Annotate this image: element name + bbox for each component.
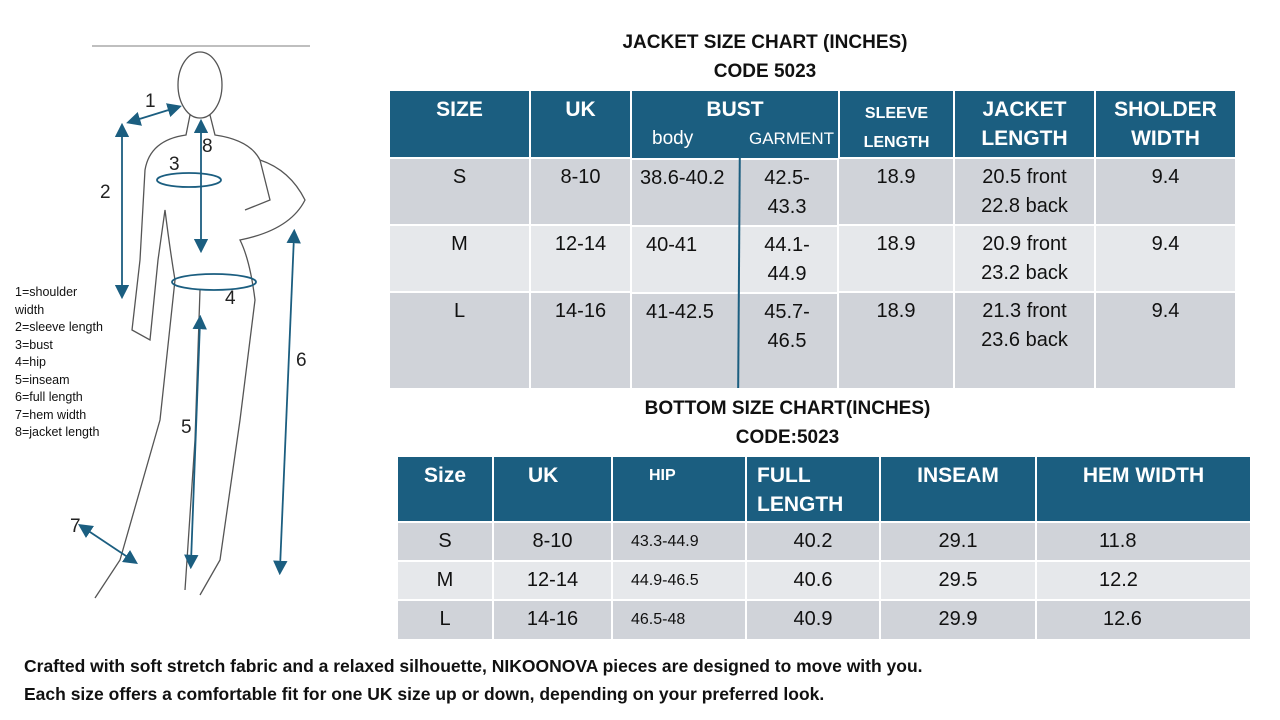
cell-bust: 38.6-40.2 42.5- 43.3 [632, 158, 839, 225]
cell-shoulder: 9.4 [1095, 157, 1237, 225]
jacket-title-text: JACKET SIZE CHART (INCHES) [622, 32, 908, 53]
header-uk: UK [530, 91, 632, 158]
table-row: L 14-16 41-42.5 45.7- 46.5 18.9 21.3 fron… [390, 291, 1237, 388]
bust-label: BUST [706, 98, 764, 121]
footer-note: Crafted with soft stretch fabric and a r… [24, 652, 923, 708]
bottom-title-text: BOTTOM SIZE CHART(INCHES) [644, 398, 931, 419]
length-back: 23.2 back [981, 262, 1068, 284]
cell-bust-body: 40-41 [646, 234, 698, 256]
table-row: S 8-10 43.3-44.9 40.2 29.1 11.8 [398, 521, 1252, 561]
jacket-title: JACKET SIZE CHART (INCHES) CODE 5023 [560, 28, 970, 86]
figure-label: 4 [225, 288, 236, 309]
cell-uk: 14-16 [530, 291, 632, 388]
length-back: 23.6 back [981, 329, 1068, 351]
cell-bust-body: 41-42.5 [646, 301, 714, 323]
cell-inseam: 29.1 [880, 521, 1037, 561]
cell-bust: 41-42.5 45.7- 46.5 [632, 292, 839, 388]
figure-label: 6 [296, 350, 307, 371]
cell-shoulder: 9.4 [1095, 291, 1237, 388]
bust-garment-label: GARMENT [749, 129, 834, 148]
cell-size: M [390, 224, 531, 292]
header-hip: HIP [612, 457, 747, 522]
cell-full-length: 40.2 [746, 521, 881, 561]
figure-label: 1 [145, 91, 156, 112]
cell-bust: 40-41 44.1- 44.9 [632, 225, 839, 292]
legend-item: 3=bust [15, 337, 53, 352]
cell-hip: 46.5-48 [612, 599, 747, 639]
header-sleeve: SLEEVE LENGTH [839, 91, 955, 158]
cell-full-length: 40.6 [746, 560, 881, 600]
header-hem-width: HEM WIDTH [1036, 457, 1252, 522]
cell-inseam: 29.9 [880, 599, 1037, 639]
length-front: 20.9 front [982, 233, 1067, 255]
footer-line: Crafted with soft stretch fabric and a r… [24, 656, 923, 676]
length-front: 20.5 front [982, 166, 1067, 188]
cell-shoulder: 9.4 [1095, 224, 1237, 292]
cell-size: S [390, 157, 531, 225]
legend-item: 7=hem width [15, 407, 87, 422]
cell-size: L [390, 291, 531, 388]
cell-bust-garment: 42.5- 43.3 [764, 167, 810, 218]
legend-item: 8=jacket length [15, 425, 100, 439]
bottom-size-table: Size UK HIP FULL LENGTH INSEAM HEM WIDTH… [398, 457, 1252, 639]
cell-jacket-length: 20.9 front 23.2 back [954, 224, 1096, 292]
bust-body-label: body [652, 128, 694, 149]
cell-sleeve: 18.9 [839, 291, 955, 388]
header-full-length: FULL LENGTH [746, 457, 881, 522]
cell-full-length: 40.9 [746, 599, 881, 639]
measurement-legend: 1=shoulder width 2=sleeve length 3=bust … [15, 284, 103, 442]
header-uk: UK [493, 457, 613, 522]
cell-hip: 43.3-44.9 [612, 521, 747, 561]
cell-uk: 8-10 [493, 521, 613, 561]
cell-size: S [398, 521, 494, 561]
cell-jacket-length: 21.3 front 23.6 back [954, 291, 1096, 388]
bottom-title: BOTTOM SIZE CHART(INCHES) CODE:5023 [590, 394, 985, 452]
legend-item: 6=full length [15, 390, 83, 404]
cell-hem: 12.2 [1036, 560, 1252, 600]
cell-uk: 12-14 [493, 560, 613, 600]
figure-label: 7 [70, 516, 81, 537]
cell-jacket-length: 20.5 front 22.8 back [954, 157, 1096, 225]
cell-bust-garment: 44.1- 44.9 [764, 234, 810, 285]
figure-label: 5 [181, 417, 192, 438]
table-row: S 8-10 38.6-40.2 42.5- 43.3 18.9 20.5 fro… [390, 157, 1237, 225]
cell-hem: 12.6 [1036, 599, 1252, 639]
cell-hem: 11.8 [1036, 521, 1252, 561]
header-size: Size [398, 457, 494, 522]
header-inseam: INSEAM [880, 457, 1037, 522]
legend-item: 5=inseam [15, 372, 70, 387]
cell-size: M [398, 560, 494, 600]
legend-item: 1=shoulder width [15, 285, 78, 317]
cell-uk: 8-10 [530, 157, 632, 225]
legend-item: 4=hip [15, 355, 46, 369]
cell-sleeve: 18.9 [839, 224, 955, 292]
table-row: M 12-14 40-41 44.1- 44.9 18.9 20.9 front 2… [390, 224, 1237, 292]
jacket-size-table: SIZE UK BUST body GARMENT SLEEVE LENGTH JA… [390, 91, 1237, 388]
footer-line: Each size offers a comfortable fit for o… [24, 684, 825, 704]
cell-size: L [398, 599, 494, 639]
cell-hip: 44.9-46.5 [612, 560, 747, 600]
jacket-code: CODE 5023 [713, 61, 817, 82]
cell-bust-garment: 45.7- 46.5 [764, 301, 810, 352]
table-row: L 14-16 46.5-48 40.9 29.9 12.6 [398, 599, 1252, 639]
measure-arrows [78, 103, 301, 576]
cell-uk: 14-16 [493, 599, 613, 639]
cell-sleeve: 18.9 [839, 157, 955, 225]
header-bust: BUST body GARMENT [631, 91, 840, 158]
length-back: 22.8 back [981, 195, 1068, 217]
body-figure: 1 2 3 4 5 6 7 8 [70, 45, 310, 599]
cell-inseam: 29.5 [880, 560, 1037, 600]
legend-item: 2=sleeve length [15, 320, 103, 334]
figure-label: 8 [202, 136, 213, 157]
figure-label: 2 [100, 182, 111, 203]
cell-bust-body: 38.6-40.2 [640, 167, 725, 189]
cell-uk: 12-14 [530, 224, 632, 292]
header-shoulder: SHOLDER WIDTH [1095, 91, 1237, 158]
header-size: SIZE [390, 91, 531, 158]
header-jacket-length: JACKET LENGTH [954, 91, 1096, 158]
length-front: 21.3 front [982, 300, 1067, 322]
bottom-code: CODE:5023 [735, 427, 840, 448]
table-row: M 12-14 44.9-46.5 40.6 29.5 12.2 [398, 560, 1252, 600]
figure-label: 3 [169, 154, 180, 175]
